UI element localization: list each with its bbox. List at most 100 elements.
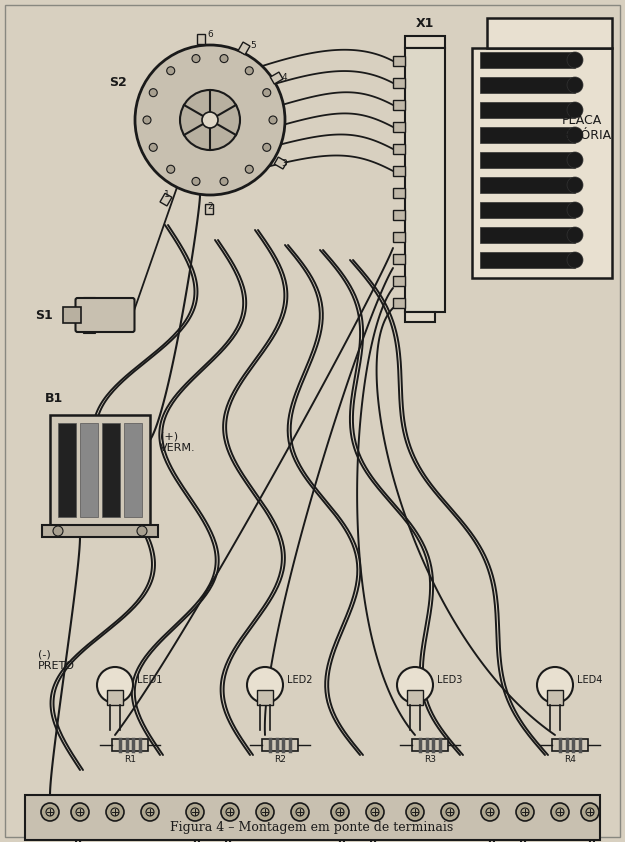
Bar [393, 144, 405, 154]
Circle shape [567, 202, 583, 218]
Circle shape [220, 55, 228, 62]
Text: R1: R1 [124, 755, 136, 764]
Circle shape [71, 803, 89, 821]
Bar [393, 254, 405, 264]
Circle shape [149, 143, 158, 152]
Circle shape [245, 67, 253, 75]
Circle shape [567, 127, 583, 143]
Bar [197, 34, 205, 44]
Bar [205, 204, 213, 214]
Circle shape [167, 165, 175, 173]
Bar [405, 48, 445, 312]
Circle shape [537, 667, 573, 703]
Text: 2: 2 [208, 201, 213, 210]
Circle shape [186, 803, 204, 821]
Text: LED3: LED3 [437, 675, 462, 685]
Text: B1: B1 [45, 392, 63, 405]
Bar [480, 202, 575, 218]
Bar [393, 232, 405, 242]
Bar [487, 18, 612, 48]
Circle shape [53, 526, 63, 536]
Bar [393, 100, 405, 110]
Text: Figura 4 – Montagem em ponte de terminais: Figura 4 – Montagem em ponte de terminai… [171, 821, 454, 834]
Circle shape [406, 803, 424, 821]
Circle shape [567, 77, 583, 93]
Bar [393, 298, 405, 308]
Circle shape [262, 143, 271, 152]
Circle shape [143, 116, 151, 124]
Bar [405, 36, 445, 48]
Bar [552, 739, 588, 751]
Bar [62, 307, 81, 323]
Bar [262, 739, 298, 751]
Bar [407, 690, 423, 705]
Circle shape [141, 803, 159, 821]
Circle shape [551, 803, 569, 821]
Bar [393, 122, 405, 132]
Circle shape [149, 88, 158, 97]
Bar [160, 194, 172, 206]
Bar [393, 166, 405, 176]
Circle shape [192, 55, 200, 62]
Bar [238, 42, 250, 55]
Circle shape [180, 90, 240, 150]
Circle shape [366, 803, 384, 821]
Circle shape [567, 177, 583, 193]
Circle shape [97, 667, 133, 703]
Circle shape [202, 112, 218, 128]
Bar [102, 423, 120, 517]
Text: LED2: LED2 [287, 675, 312, 685]
Circle shape [567, 152, 583, 168]
Circle shape [567, 252, 583, 268]
Circle shape [167, 67, 175, 75]
Bar [480, 52, 575, 68]
Circle shape [291, 803, 309, 821]
Circle shape [567, 52, 583, 68]
Bar [50, 415, 150, 525]
Bar [547, 690, 563, 705]
Circle shape [269, 116, 277, 124]
Text: 3: 3 [282, 158, 288, 168]
Circle shape [106, 803, 124, 821]
Bar [480, 227, 575, 243]
Bar [393, 210, 405, 220]
Circle shape [220, 178, 228, 185]
Bar [393, 78, 405, 88]
Bar [80, 423, 98, 517]
Bar [42, 525, 158, 537]
Circle shape [397, 667, 433, 703]
Text: 6: 6 [207, 29, 213, 39]
Circle shape [567, 102, 583, 118]
Text: 5: 5 [250, 41, 256, 50]
Circle shape [137, 526, 147, 536]
Circle shape [331, 803, 349, 821]
Circle shape [41, 803, 59, 821]
Circle shape [481, 803, 499, 821]
Bar [480, 102, 575, 118]
Text: LED4: LED4 [577, 675, 602, 685]
Bar [107, 690, 123, 705]
Bar [58, 423, 76, 517]
Bar [257, 690, 273, 705]
Circle shape [247, 667, 283, 703]
Circle shape [192, 178, 200, 185]
Text: R4: R4 [564, 755, 576, 764]
Text: (-)
PRETO: (-) PRETO [38, 649, 75, 671]
Circle shape [567, 227, 583, 243]
Circle shape [135, 45, 285, 195]
Circle shape [581, 803, 599, 821]
Bar [480, 152, 575, 168]
Text: R3: R3 [424, 755, 436, 764]
Text: PLACA
MEMÓRIA: PLACA MEMÓRIA [552, 114, 612, 142]
Bar [112, 739, 148, 751]
Bar [124, 423, 142, 517]
Circle shape [245, 165, 253, 173]
Bar [480, 77, 575, 93]
FancyBboxPatch shape [76, 298, 134, 332]
Bar [480, 127, 575, 143]
Bar [480, 252, 575, 268]
Bar [412, 739, 448, 751]
Bar [270, 72, 283, 84]
Text: (+)
VERM.: (+) VERM. [160, 432, 196, 453]
Bar [393, 188, 405, 198]
